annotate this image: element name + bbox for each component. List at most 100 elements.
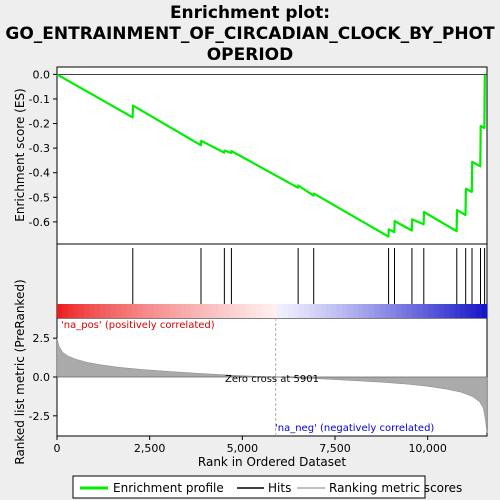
rank-band-segment xyxy=(476,304,483,318)
es-y-tick-label: -0.5 xyxy=(29,191,50,204)
chart-title-line-1: Enrichment plot: xyxy=(170,3,330,23)
rank-band-segment xyxy=(212,304,219,318)
rank-band-segment xyxy=(255,304,262,318)
rank-band-segment xyxy=(417,304,424,318)
rank-band-segment xyxy=(470,304,477,318)
rank-band-segment xyxy=(207,304,214,318)
rank-band-segment xyxy=(406,304,413,318)
rank-band-segment xyxy=(454,304,461,318)
rank-band-segment xyxy=(368,304,375,318)
es-y-tick-label: -0.2 xyxy=(29,118,50,131)
rank-band-segment xyxy=(223,304,230,318)
rank-band-segment xyxy=(169,304,176,318)
rank-band-segment xyxy=(148,304,155,318)
rank-band-segment xyxy=(379,304,386,318)
legend-ranking-label: Ranking metric scores xyxy=(329,481,462,495)
rank-band-segment xyxy=(110,304,117,318)
rank-band-segment xyxy=(105,304,112,318)
legend-enrichment-label: Enrichment profile xyxy=(113,481,224,495)
x-tick-label: 5,000 xyxy=(227,442,259,455)
rank-band-segment xyxy=(196,304,203,318)
rank-band-segment xyxy=(83,304,90,318)
rank-band-segment xyxy=(164,304,171,318)
es-y-tick-label: 0.0 xyxy=(33,68,51,81)
rank-band-segment xyxy=(293,304,300,318)
rank-band-segment xyxy=(175,304,182,318)
neg-correlated-label: 'na_neg' (negatively correlated) xyxy=(275,423,434,434)
metric-y-tick-label: -2.5 xyxy=(29,410,50,423)
rank-band-segment xyxy=(309,304,316,318)
rank-band-segment xyxy=(159,304,166,318)
rank-band-segment xyxy=(481,304,488,318)
rank-band-segment xyxy=(401,304,407,318)
rank-band-segment xyxy=(331,304,338,318)
rank-band-segment xyxy=(234,304,241,318)
axis-layer: 0.0 -0.1 -0.2 -0.3 -0.4 -0.5 -0.6 2.5 0.0 -2.5 0 2,… xyxy=(29,68,447,455)
legend-box xyxy=(72,475,426,499)
metric-y-axis-label: Ranked list metric (PreRanked) xyxy=(13,279,27,464)
rank-band-segment xyxy=(116,304,123,318)
x-tick-label: 7,500 xyxy=(319,442,351,455)
rank-band-segment xyxy=(153,304,160,318)
rank-band-segment xyxy=(89,304,96,318)
chart-title-line-2: GO_ENTRAINMENT_OF_CIRCADIAN_CLOCK_BY_PHO… xyxy=(5,24,495,44)
rank-band-segment xyxy=(180,304,187,318)
pos-correlated-label: 'na_pos' (positively correlated) xyxy=(61,320,215,331)
rank-band-segment xyxy=(298,304,305,318)
rank-band-segment xyxy=(100,304,106,318)
es-y-axis-label: Enrichment score (ES) xyxy=(13,88,27,221)
rank-band-segment xyxy=(422,304,429,318)
rank-band-segment xyxy=(341,304,348,318)
rank-band-segment xyxy=(78,304,85,318)
x-axis-label: Rank in Ordered Dataset xyxy=(198,455,346,469)
es-panel xyxy=(56,66,488,245)
rank-band-segment xyxy=(67,304,74,318)
metric-layer xyxy=(56,318,488,436)
es-y-tick-label: -0.4 xyxy=(29,167,50,180)
rank-band-segment xyxy=(245,304,252,318)
metric-y-tick-label: 2.5 xyxy=(33,332,51,345)
x-tick-label: 2,500 xyxy=(134,442,166,455)
es-y-tick-label: -0.3 xyxy=(29,142,50,155)
rank-band-segment xyxy=(320,304,327,318)
rank-band-segment xyxy=(186,304,192,318)
metric-y-tick-label: 0.0 xyxy=(33,371,51,384)
rank-band-segment xyxy=(384,304,391,318)
rank-band-segment xyxy=(352,304,359,318)
zero-cross-label: Zero cross at 5901 xyxy=(225,374,319,385)
rank-band-segment xyxy=(282,304,289,318)
rank-band-segment xyxy=(202,304,209,318)
rank-band-segment xyxy=(261,304,268,318)
rank-band-segment xyxy=(304,304,311,318)
hits-layer xyxy=(132,248,486,304)
rank-band-segment xyxy=(143,304,149,318)
enrichment-profile-line xyxy=(56,73,486,238)
rank-band-segment xyxy=(57,304,63,318)
rank-band-segment xyxy=(449,304,456,318)
rank-band-segment xyxy=(358,304,364,318)
rank-band-segment xyxy=(315,304,321,318)
rank-band-segment xyxy=(438,304,445,318)
rank-band-segment xyxy=(347,304,354,318)
rank-band-segment xyxy=(277,304,284,318)
rank-band-segment xyxy=(137,304,144,318)
rank-color-band xyxy=(57,304,488,318)
ranking-metric-area xyxy=(56,338,488,433)
rank-band-segment xyxy=(272,304,278,318)
rank-band-segment xyxy=(336,304,343,318)
rank-band-segment xyxy=(325,304,332,318)
rank-band-segment xyxy=(73,304,80,318)
rank-band-segment xyxy=(288,304,295,318)
rank-band-segment xyxy=(266,304,273,318)
chart-title-line-3: OPERIOD xyxy=(207,45,294,65)
rank-band-segment xyxy=(94,304,101,318)
rank-band-segment xyxy=(62,304,69,318)
rank-band-segment xyxy=(218,304,225,318)
es-y-tick-label: -0.1 xyxy=(29,93,50,106)
rank-band-segment xyxy=(239,304,246,318)
rank-band-segment xyxy=(444,304,450,318)
rank-band-segment xyxy=(132,304,139,318)
rank-band-segment xyxy=(433,304,440,318)
rank-band-segment xyxy=(191,304,198,318)
